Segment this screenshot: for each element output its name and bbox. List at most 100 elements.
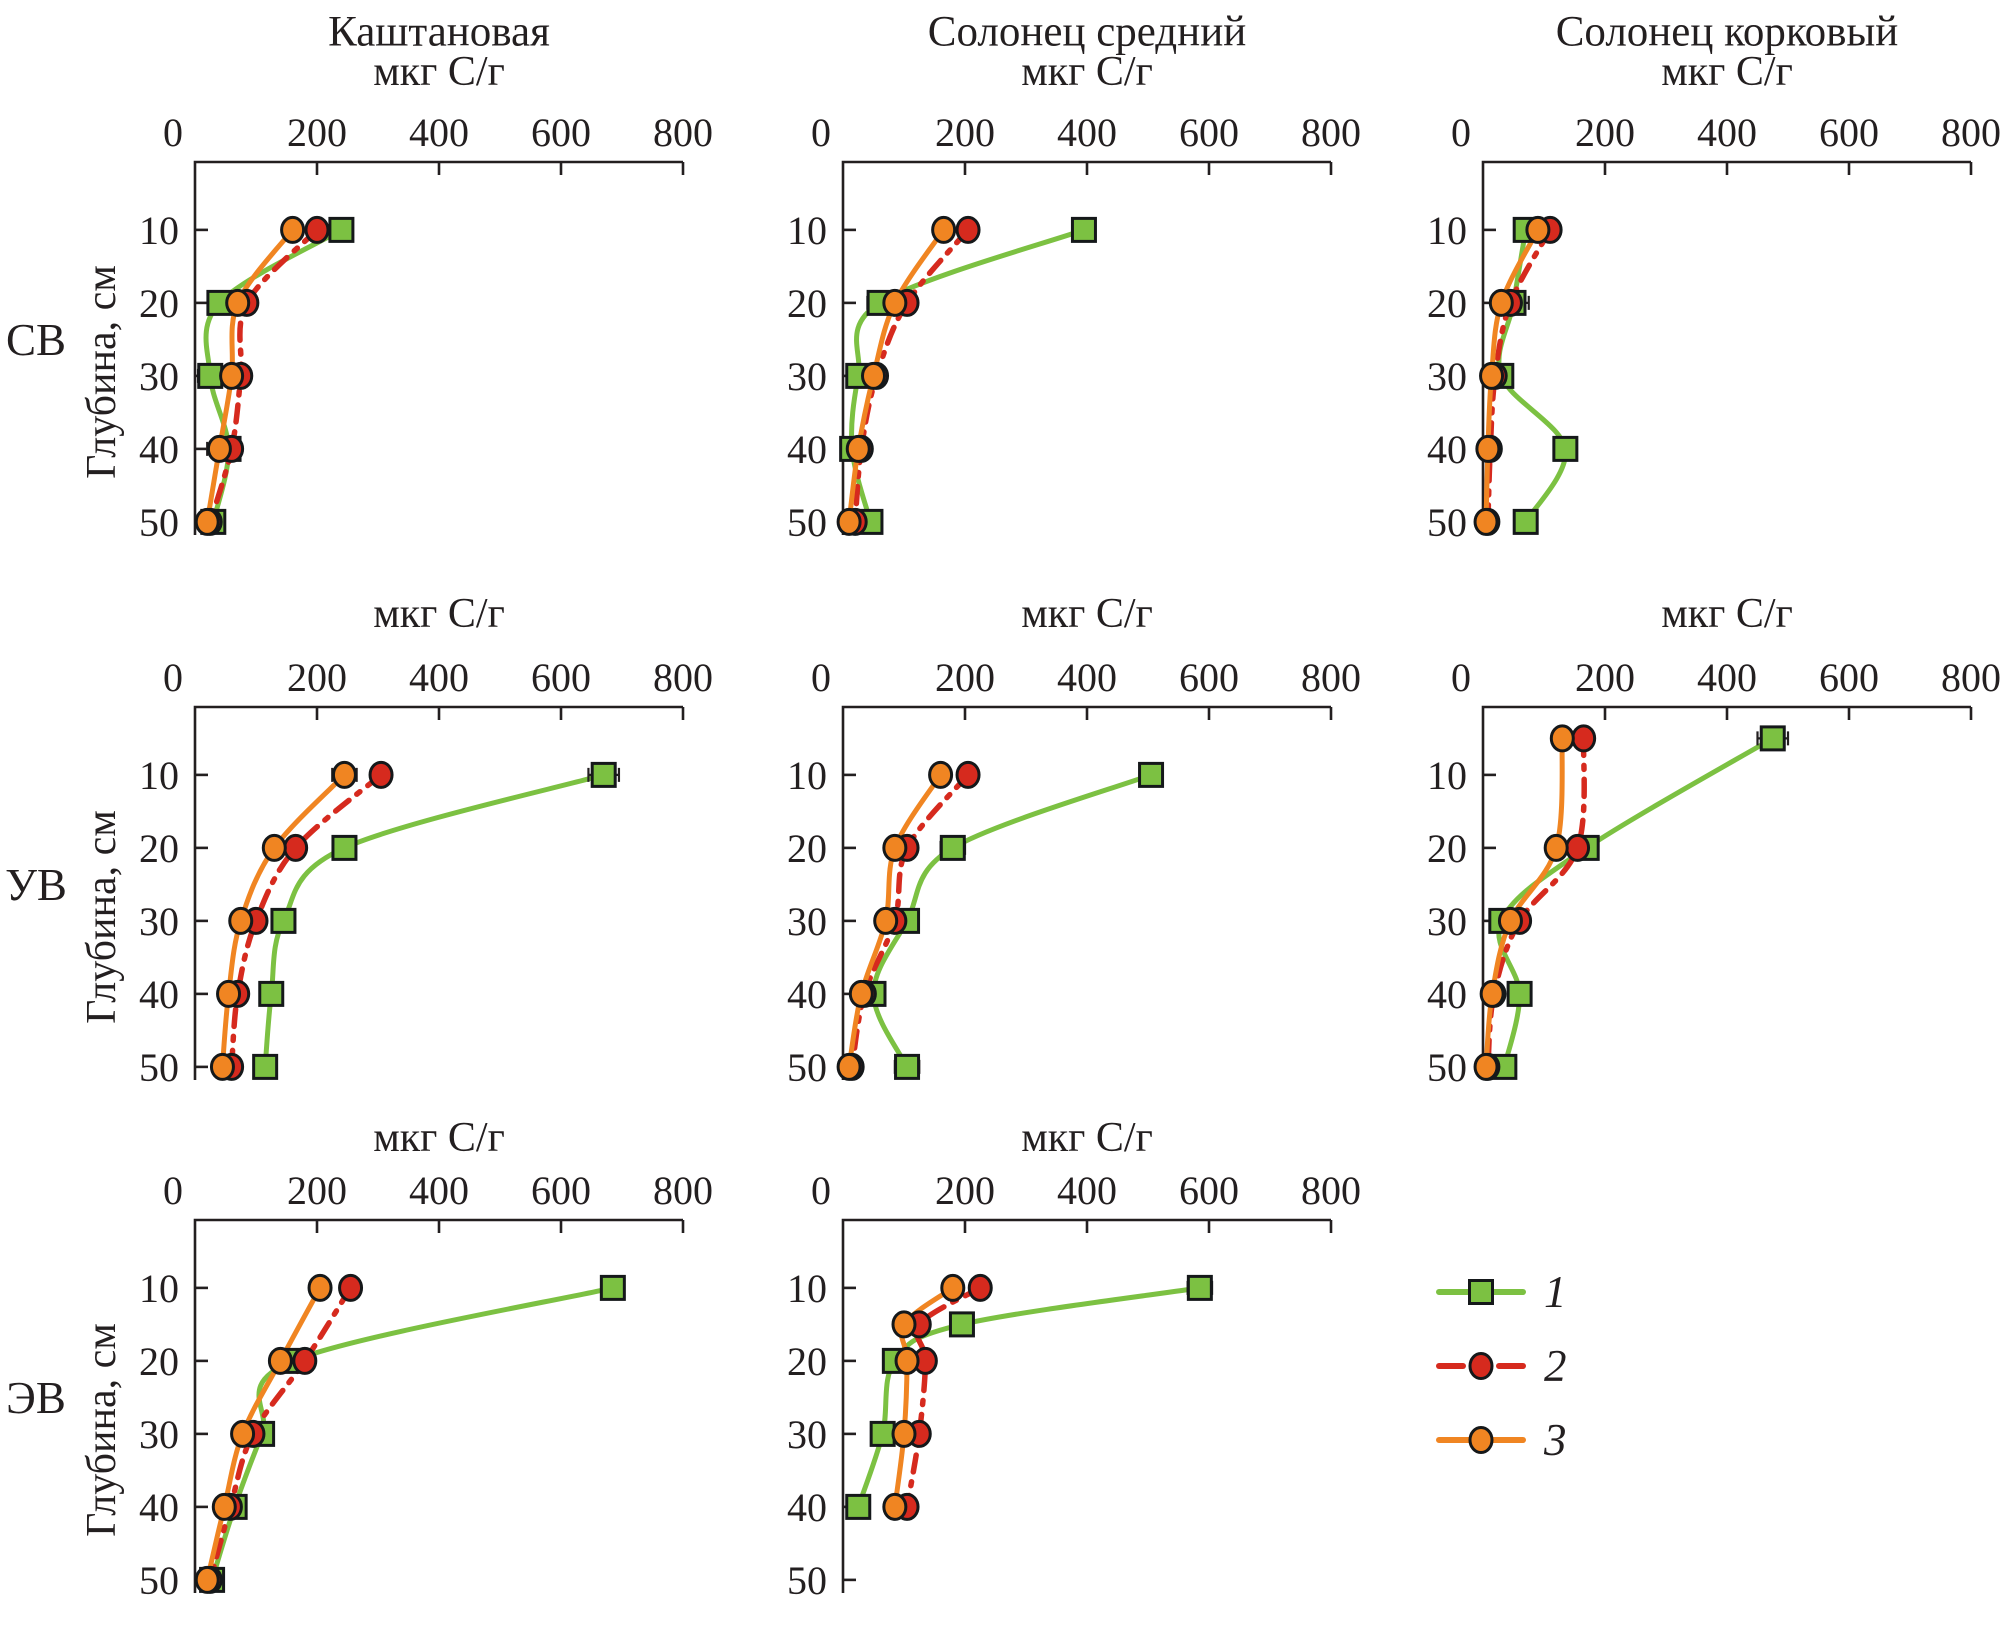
x-axis-unit-label: мкг С/г bbox=[373, 1115, 505, 1161]
legend-item-2: 2 bbox=[1436, 1341, 1567, 1391]
marker-series-3 bbox=[891, 1310, 917, 1339]
y-tick-label: 40 bbox=[1427, 972, 1467, 1017]
marker-series-1 bbox=[1186, 1274, 1213, 1301]
axes bbox=[841, 160, 1331, 535]
marker-series-1 bbox=[331, 834, 358, 861]
x-tick-label: 600 bbox=[1179, 110, 1239, 155]
y-tick-label: 40 bbox=[787, 427, 827, 472]
y-tick-label: 40 bbox=[1427, 427, 1467, 472]
marker-series-1 bbox=[590, 761, 617, 788]
marker-series-3 bbox=[194, 1565, 220, 1594]
x-axis-unit-label: мкг С/г bbox=[1021, 591, 1153, 637]
marker-series-3 bbox=[845, 434, 871, 463]
column-title-kashtanovaya: Каштановая bbox=[328, 8, 550, 56]
y-tick-label: 40 bbox=[139, 427, 179, 472]
marker-series-1 bbox=[197, 362, 224, 389]
axes bbox=[841, 1218, 1331, 1593]
y-tick-label: 30 bbox=[787, 354, 827, 399]
legend-marker-2 bbox=[1468, 1352, 1494, 1380]
x-tick-label: 200 bbox=[287, 655, 347, 700]
y-tick-label: 10 bbox=[1427, 208, 1467, 253]
y-tick-label: 20 bbox=[139, 826, 179, 871]
axes bbox=[1481, 705, 1971, 1080]
x-tick-label: 0 bbox=[1451, 110, 1471, 155]
y-tick-label: 50 bbox=[139, 500, 179, 545]
column-title-solonets-sredniy: Солонец средний bbox=[927, 8, 1247, 56]
marker-series-3 bbox=[882, 833, 908, 862]
legend-label-1: 1 bbox=[1544, 1267, 1567, 1317]
y-tick-label: 20 bbox=[787, 826, 827, 871]
marker-series-3 bbox=[206, 434, 232, 463]
y-tick-label: 50 bbox=[787, 1045, 827, 1090]
x-tick-label: 600 bbox=[1819, 655, 1879, 700]
marker-series-2 bbox=[283, 833, 309, 862]
marker-series-3 bbox=[216, 979, 242, 1008]
marker-series-3 bbox=[219, 361, 245, 390]
y-tick-label: 50 bbox=[787, 1558, 827, 1603]
x-tick-label: 200 bbox=[287, 1168, 347, 1213]
y-tick-label: 50 bbox=[139, 1558, 179, 1603]
y-axis-label: Глубина, см bbox=[79, 265, 125, 479]
marker-series-3 bbox=[836, 507, 862, 536]
x-tick-label: 0 bbox=[811, 655, 831, 700]
legend-item-1: 1 bbox=[1436, 1267, 1567, 1317]
marker-series-3 bbox=[1543, 833, 1569, 862]
marker-series-1 bbox=[948, 1311, 975, 1338]
y-tick-label: 50 bbox=[139, 1045, 179, 1090]
x-tick-label: 800 bbox=[653, 1168, 713, 1213]
marker-series-3 bbox=[861, 361, 886, 390]
x-tick-label: 600 bbox=[1819, 110, 1879, 155]
x-tick-label: 200 bbox=[1575, 655, 1635, 700]
x-tick-label: 400 bbox=[1057, 110, 1117, 155]
y-tick-label: 40 bbox=[787, 1485, 827, 1530]
marker-series-3 bbox=[931, 215, 957, 244]
marker-series-1 bbox=[939, 834, 966, 861]
x-tick-label: 0 bbox=[811, 1168, 831, 1213]
x-tick-label: 200 bbox=[935, 655, 995, 700]
marker-series-2 bbox=[955, 760, 981, 789]
marker-series-1 bbox=[845, 1493, 872, 1520]
marker-series-1 bbox=[258, 980, 285, 1007]
marker-series-3 bbox=[940, 1273, 966, 1302]
y-tick-label: 10 bbox=[139, 753, 179, 798]
x-tick-label: 400 bbox=[1057, 1168, 1117, 1213]
legend-swatch-series3 bbox=[1436, 1426, 1526, 1454]
axes bbox=[193, 160, 683, 535]
x-axis-unit-label: мкг С/г bbox=[1661, 49, 1793, 95]
y-tick-label: 20 bbox=[787, 281, 827, 326]
marker-series-3 bbox=[261, 833, 287, 862]
y-tick-label: 50 bbox=[1427, 1045, 1467, 1090]
marker-series-1 bbox=[894, 1053, 921, 1080]
y-tick-label: 40 bbox=[139, 972, 179, 1017]
x-tick-label: 0 bbox=[163, 110, 183, 155]
series-line-1 bbox=[262, 772, 607, 1070]
x-tick-label: 400 bbox=[409, 1168, 469, 1213]
y-tick-label: 30 bbox=[1427, 354, 1467, 399]
x-tick-label: 600 bbox=[531, 1168, 591, 1213]
row-label-ev: ЭВ bbox=[6, 1373, 66, 1423]
x-axis-unit-label: мкг С/г bbox=[1661, 591, 1793, 637]
y-tick-label: 30 bbox=[1427, 899, 1467, 944]
y-tick-label: 20 bbox=[787, 1339, 827, 1384]
y-tick-label: 30 bbox=[139, 1412, 179, 1457]
x-tick-label: 400 bbox=[409, 655, 469, 700]
marker-series-3 bbox=[1479, 361, 1505, 390]
x-tick-label: 800 bbox=[653, 655, 713, 700]
marker-series-1 bbox=[1512, 508, 1539, 535]
y-tick-label: 20 bbox=[139, 1339, 179, 1384]
marker-series-2 bbox=[292, 1346, 318, 1375]
y-tick-label: 40 bbox=[787, 972, 827, 1017]
series-line-2 bbox=[1485, 735, 1587, 1070]
x-tick-label: 0 bbox=[163, 655, 183, 700]
row-label-uv: УВ bbox=[5, 860, 67, 910]
marker-series-2 bbox=[338, 1273, 364, 1302]
legend-label-2: 2 bbox=[1544, 1341, 1567, 1391]
marker-series-3 bbox=[928, 760, 954, 789]
y-tick-label: 10 bbox=[139, 1266, 179, 1311]
marker-series-3 bbox=[836, 1052, 862, 1081]
x-tick-label: 800 bbox=[1941, 110, 2000, 155]
y-tick-label: 10 bbox=[787, 753, 827, 798]
subplot-1-1: 0 200 400 600 800 10 20 30 40 50 bbox=[787, 655, 1361, 1090]
y-tick-label: 50 bbox=[787, 500, 827, 545]
axes bbox=[1481, 160, 1971, 535]
